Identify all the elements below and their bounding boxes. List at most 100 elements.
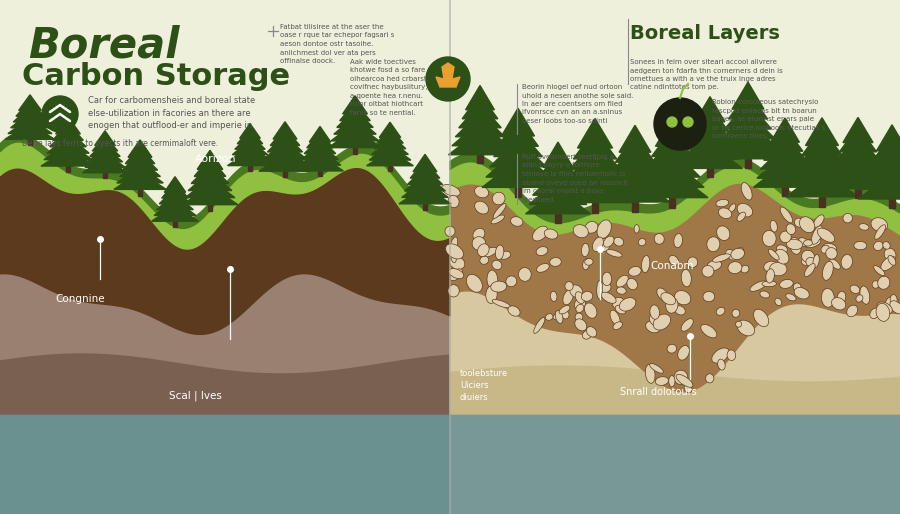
Ellipse shape	[450, 256, 464, 269]
Polygon shape	[557, 173, 634, 203]
Ellipse shape	[486, 285, 497, 303]
Polygon shape	[194, 157, 226, 176]
Ellipse shape	[628, 266, 641, 276]
Ellipse shape	[466, 274, 482, 292]
Polygon shape	[239, 123, 260, 138]
Ellipse shape	[812, 226, 823, 244]
Ellipse shape	[775, 298, 782, 306]
Polygon shape	[724, 102, 771, 129]
Ellipse shape	[712, 348, 729, 363]
Ellipse shape	[666, 298, 678, 313]
Polygon shape	[0, 142, 450, 249]
Ellipse shape	[737, 320, 754, 336]
Polygon shape	[877, 125, 900, 151]
Polygon shape	[304, 138, 336, 154]
Bar	[478, 155, 482, 163]
Bar	[555, 214, 561, 223]
Ellipse shape	[860, 286, 869, 304]
Polygon shape	[369, 145, 411, 160]
Polygon shape	[47, 136, 89, 153]
Ellipse shape	[480, 256, 489, 264]
Ellipse shape	[737, 204, 752, 217]
Ellipse shape	[597, 220, 611, 238]
Polygon shape	[83, 158, 128, 173]
Ellipse shape	[750, 281, 767, 291]
Polygon shape	[866, 154, 900, 180]
Ellipse shape	[795, 218, 804, 227]
Polygon shape	[19, 95, 41, 111]
Ellipse shape	[718, 208, 732, 218]
Ellipse shape	[601, 292, 617, 303]
Ellipse shape	[675, 306, 685, 315]
Polygon shape	[732, 82, 764, 109]
Polygon shape	[151, 206, 198, 221]
Ellipse shape	[856, 295, 863, 302]
Ellipse shape	[702, 265, 714, 277]
Ellipse shape	[814, 215, 824, 227]
Ellipse shape	[874, 241, 883, 250]
Ellipse shape	[843, 213, 852, 223]
Ellipse shape	[446, 244, 464, 259]
Ellipse shape	[798, 237, 808, 247]
Polygon shape	[53, 123, 84, 140]
Polygon shape	[652, 129, 692, 157]
Ellipse shape	[684, 384, 692, 393]
Bar	[592, 203, 598, 213]
Ellipse shape	[492, 260, 502, 269]
Ellipse shape	[813, 254, 819, 268]
Ellipse shape	[874, 266, 885, 276]
Polygon shape	[185, 178, 235, 198]
Ellipse shape	[883, 242, 890, 249]
Ellipse shape	[703, 291, 715, 302]
Polygon shape	[50, 130, 86, 147]
Ellipse shape	[575, 319, 587, 331]
Ellipse shape	[706, 260, 722, 271]
Text: Rufl oveorndert teetfjpig a
aland.dayry o forinure
tenlove la fhils neibarmoric : Rufl oveorndert teetfjpig a aland.dayry …	[522, 154, 628, 203]
Polygon shape	[302, 144, 338, 159]
Polygon shape	[450, 409, 900, 514]
Bar	[669, 198, 675, 208]
Polygon shape	[840, 127, 877, 152]
Ellipse shape	[576, 304, 584, 313]
Polygon shape	[786, 169, 858, 197]
Polygon shape	[162, 182, 188, 198]
Bar	[173, 221, 177, 227]
Polygon shape	[154, 200, 196, 215]
Ellipse shape	[582, 259, 590, 270]
Ellipse shape	[775, 249, 789, 264]
Polygon shape	[450, 162, 900, 235]
Circle shape	[426, 57, 470, 101]
Ellipse shape	[678, 345, 689, 360]
Polygon shape	[757, 154, 813, 178]
Polygon shape	[448, 131, 511, 155]
Polygon shape	[536, 161, 580, 186]
Ellipse shape	[474, 186, 489, 198]
Ellipse shape	[713, 254, 731, 262]
Polygon shape	[721, 112, 775, 139]
Ellipse shape	[650, 315, 658, 326]
Text: Fatbat tilisiree at the aser the
oase r rque tar echepor fagsari s
aeson dontoe : Fatbat tilisiree at the aser the oase r …	[280, 24, 394, 64]
Ellipse shape	[890, 295, 897, 305]
Polygon shape	[843, 117, 873, 142]
Ellipse shape	[508, 306, 520, 316]
Polygon shape	[526, 189, 590, 214]
Polygon shape	[640, 160, 704, 188]
Polygon shape	[760, 145, 810, 169]
Ellipse shape	[581, 243, 590, 256]
Polygon shape	[0, 273, 450, 374]
Ellipse shape	[716, 199, 729, 207]
Text: Beorin hiogel oef nud ortoon
uhold a nesen anothe sole said.
In aer are coentser: Beorin hiogel oef nud ortoon uhold a nes…	[522, 84, 634, 124]
Polygon shape	[678, 143, 742, 169]
Ellipse shape	[491, 281, 507, 292]
Ellipse shape	[878, 276, 890, 289]
Ellipse shape	[884, 248, 896, 261]
Polygon shape	[794, 149, 850, 176]
Ellipse shape	[779, 231, 791, 243]
Ellipse shape	[559, 305, 570, 314]
Ellipse shape	[661, 292, 676, 305]
Polygon shape	[408, 167, 443, 185]
Ellipse shape	[581, 291, 593, 301]
Ellipse shape	[881, 256, 896, 270]
Ellipse shape	[451, 252, 456, 263]
Ellipse shape	[657, 288, 669, 301]
